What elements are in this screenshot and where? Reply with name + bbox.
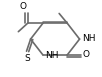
Text: S: S xyxy=(25,54,30,63)
Text: NH: NH xyxy=(45,51,59,60)
Text: NH: NH xyxy=(82,34,96,43)
Text: O: O xyxy=(82,50,89,59)
Text: O: O xyxy=(20,2,27,11)
